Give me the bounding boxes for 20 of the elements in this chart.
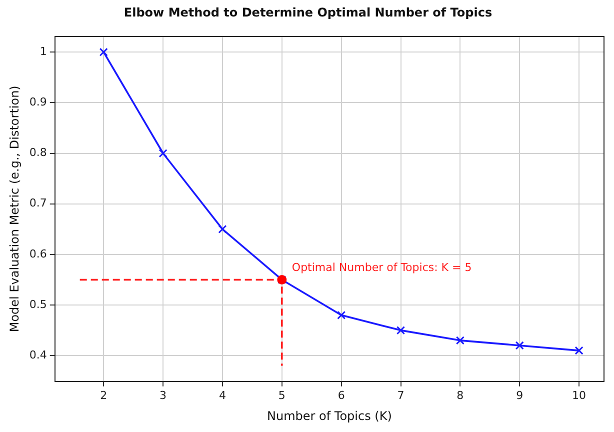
x-tick-label: 5 (278, 388, 286, 402)
y-axis-title: Model Evaluation Metric (e.g., Distortion) (7, 86, 22, 332)
x-axis-title: Number of Topics (K) (267, 408, 392, 423)
x-tick-label: 7 (397, 388, 404, 402)
y-tick-label: 0.4 (29, 348, 47, 362)
x-tick-label: 10 (572, 388, 586, 402)
x-tick-label: 8 (456, 388, 464, 402)
x-tick-label: 4 (218, 388, 226, 402)
x-tick-label: 2 (100, 388, 108, 402)
y-tick-label: 0.5 (29, 298, 47, 311)
x-tick-label: 6 (338, 388, 345, 402)
x-tick-label: 9 (516, 388, 524, 402)
annotation: Optimal Number of Topics: K = 5 (292, 261, 472, 274)
chart-title: Elbow Method to Determine Optimal Number of Topics (124, 5, 492, 20)
y-tick-label: 0.7 (29, 196, 47, 210)
y-tick-label: 0.9 (29, 96, 47, 109)
x-tick-label: 3 (160, 388, 167, 402)
y-tick-label: 1 (40, 44, 47, 58)
y-tick-label: 0.6 (29, 247, 47, 260)
y-tick-label: 0.8 (29, 146, 47, 160)
